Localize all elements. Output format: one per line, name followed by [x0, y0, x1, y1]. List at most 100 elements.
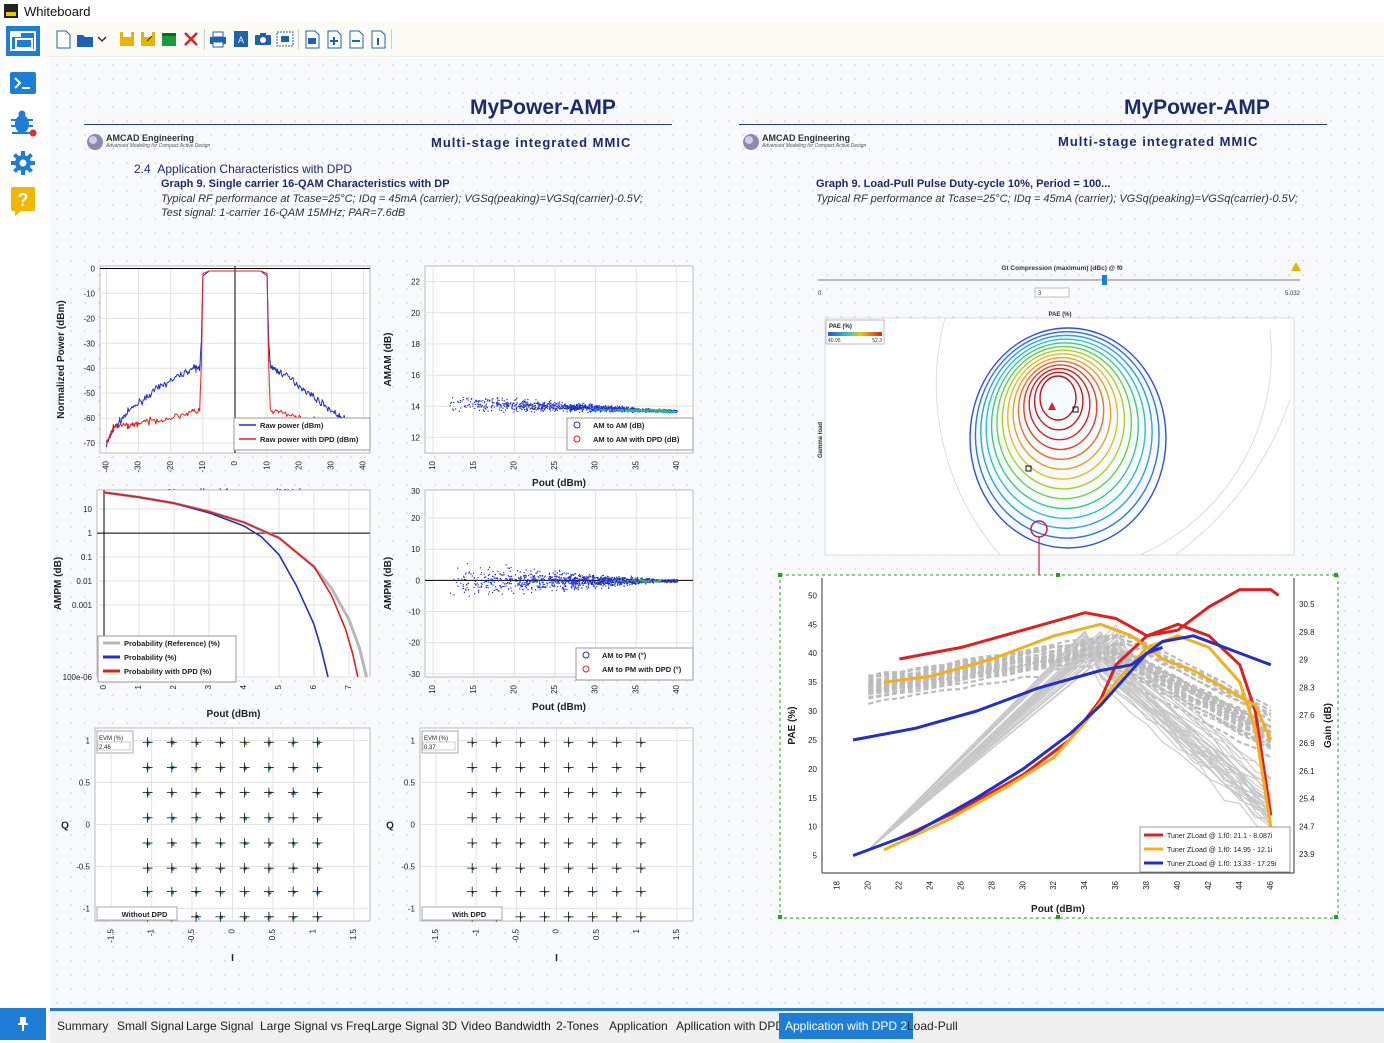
scatter-point: [563, 589, 564, 590]
scatter-point: [520, 582, 521, 583]
scatter-point: [556, 590, 557, 591]
scatter-point: [568, 582, 569, 583]
scatter-point: [494, 406, 495, 407]
scatter-point: [469, 404, 470, 405]
scatter-point: [538, 577, 539, 578]
x-tick-label: 25: [550, 684, 559, 693]
x-tick-label: 15: [469, 684, 478, 693]
scatter-point: [603, 406, 604, 407]
x-tick-label: 0.5: [592, 928, 601, 940]
scatter-point: [566, 574, 567, 575]
scatter-point: [487, 407, 488, 408]
scatter-point: [586, 579, 587, 580]
scatter-point: [528, 580, 529, 581]
scatter-point: [637, 410, 638, 411]
scatter-point: [601, 407, 602, 408]
scatter-point: [653, 411, 654, 412]
scatter-point: [468, 400, 469, 401]
constellation-point: [197, 793, 199, 795]
scatter-point: [487, 400, 488, 401]
scatter-point: [503, 574, 504, 575]
scatter-point: [600, 584, 601, 585]
scatter-point: [622, 406, 623, 407]
scatter-point: [490, 582, 491, 583]
scatter-point: [580, 407, 581, 408]
scatter-point: [527, 399, 528, 400]
scatter-point: [453, 402, 454, 403]
constellation-point: [149, 793, 151, 795]
scatter-point: [559, 578, 560, 579]
scatter-point: [551, 404, 552, 405]
scatter-point: [510, 403, 511, 404]
scatter-point: [586, 586, 587, 587]
scatter-point: [616, 581, 617, 582]
scatter-point: [620, 583, 621, 584]
scatter-point: [486, 587, 487, 588]
scatter-point: [492, 579, 493, 580]
scatter-point: [660, 409, 661, 410]
scatter-point: [470, 401, 471, 402]
scatter-point: [469, 596, 470, 597]
scatter-point: [610, 584, 611, 585]
scatter-point: [508, 567, 509, 568]
scatter-point: [566, 408, 567, 409]
scatter-point: [600, 411, 601, 412]
scatter-point: [508, 575, 509, 576]
scatter-point: [631, 583, 632, 584]
scatter-point: [463, 576, 464, 577]
scatter-point: [542, 404, 543, 405]
scatter-point: [550, 403, 551, 404]
scatter-point: [602, 579, 603, 580]
legend-label: Probability (Reference) (%): [124, 639, 220, 648]
y-tick-label: 0.01: [76, 577, 92, 586]
scatter-point: [627, 410, 628, 411]
scatter-point: [511, 583, 512, 584]
scatter-point: [552, 584, 553, 585]
scatter-point: [507, 402, 508, 403]
scatter-point: [558, 582, 559, 583]
scatter-point: [613, 409, 614, 410]
scatter-point: [492, 402, 493, 403]
scatter-point: [519, 588, 520, 589]
scatter-point: [534, 578, 535, 579]
y-tick-label: 1: [411, 737, 416, 746]
scatter-point: [599, 409, 600, 410]
scatter-point: [672, 410, 673, 411]
scatter-point: [646, 581, 647, 582]
scatter-point: [595, 411, 596, 412]
scatter-point: [516, 409, 517, 410]
scatter-point: [529, 583, 530, 584]
y-tick-label: -1: [408, 904, 416, 913]
scatter-point: [549, 576, 550, 577]
scatter-point: [459, 411, 460, 412]
scatter-point: [487, 585, 488, 586]
scatter-point: [576, 583, 577, 584]
constellation-point: [245, 793, 247, 795]
scatter-point: [592, 404, 593, 405]
scatter-point: [534, 412, 535, 413]
scatter-point: [537, 580, 538, 581]
scatter-point: [648, 578, 649, 579]
scatter-point: [666, 409, 667, 410]
scatter-point: [475, 404, 476, 405]
x-tick-label: 10: [428, 460, 437, 469]
scatter-point: [634, 409, 635, 410]
scatter-point: [582, 403, 583, 404]
scatter-point: [670, 412, 671, 413]
scatter-point: [595, 588, 596, 589]
scatter-point: [470, 407, 471, 408]
scatter-point: [524, 407, 525, 408]
scatter-point: [600, 580, 601, 581]
scatter-point: [521, 405, 522, 406]
scatter-point: [464, 592, 465, 593]
y-tick-label: 18: [411, 340, 420, 349]
scatter-point: [563, 577, 564, 578]
scatter-point: [488, 411, 489, 412]
scatter-point: [506, 583, 507, 584]
y-tick-label: 0: [91, 264, 96, 273]
scatter-point: [552, 579, 553, 580]
scatter-point: [551, 581, 552, 582]
